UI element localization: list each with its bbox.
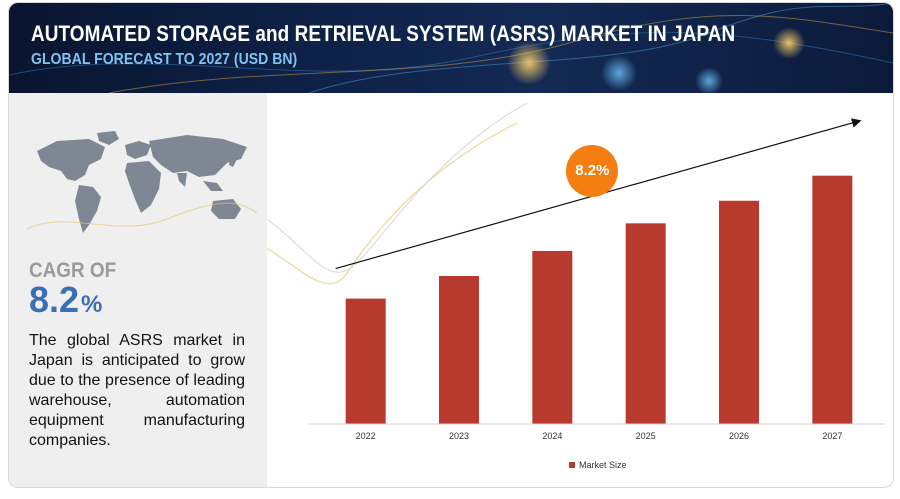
cagr-label: CAGR OF (29, 259, 117, 282)
header-background-decoration (9, 3, 893, 93)
legend-swatch (569, 462, 575, 468)
world-map-icon (27, 131, 257, 233)
bar-2022 (345, 298, 386, 424)
cagr-number: 8.2 (29, 279, 80, 320)
market-description: The global ASRS market in Japan is antic… (29, 332, 245, 449)
x-tick-label: 2023 (449, 431, 469, 441)
decorative-swoosh (256, 102, 528, 273)
cagr-bubble: 8.2% (566, 144, 619, 197)
chart-legend: Market Size (569, 460, 627, 470)
infographic-card: AUTOMATED STORAGE and RETRIEVAL SYSTEM (… (8, 2, 894, 488)
x-tick-label: 2025 (636, 431, 656, 441)
decorative-swoosh (256, 122, 518, 285)
chart-canvas: 2022 2023 2024 2025 2026 2027 (256, 102, 885, 441)
bar-2024 (532, 250, 573, 424)
x-tick-label: 2026 (729, 431, 749, 441)
cagr-bubble-label: 8.2% (575, 162, 610, 180)
page-title: AUTOMATED STORAGE and RETRIEVAL SYSTEM (… (31, 21, 736, 46)
bar-2025 (625, 223, 666, 424)
legend-label: Market Size (579, 460, 627, 470)
x-tick-label: 2027 (822, 431, 842, 441)
bar-chart: 2022 2023 2024 2025 2026 2027 8.2% Market Siz… (256, 93, 893, 487)
bar-2023 (439, 276, 479, 424)
summary-panel: CAGR OF 8.2% The global ASRS market in J… (9, 93, 267, 487)
bar-2026 (719, 200, 759, 424)
page-subtitle: GLOBAL FORECAST TO 2027 (USD BN) (31, 51, 298, 68)
cagr-unit: % (81, 291, 103, 318)
x-tick-label: 2022 (356, 431, 376, 441)
bar-2027 (812, 175, 853, 424)
cagr-value: 8.2% (29, 279, 102, 321)
header-banner: AUTOMATED STORAGE and RETRIEVAL SYSTEM (… (9, 3, 893, 93)
x-tick-label: 2024 (542, 431, 562, 441)
